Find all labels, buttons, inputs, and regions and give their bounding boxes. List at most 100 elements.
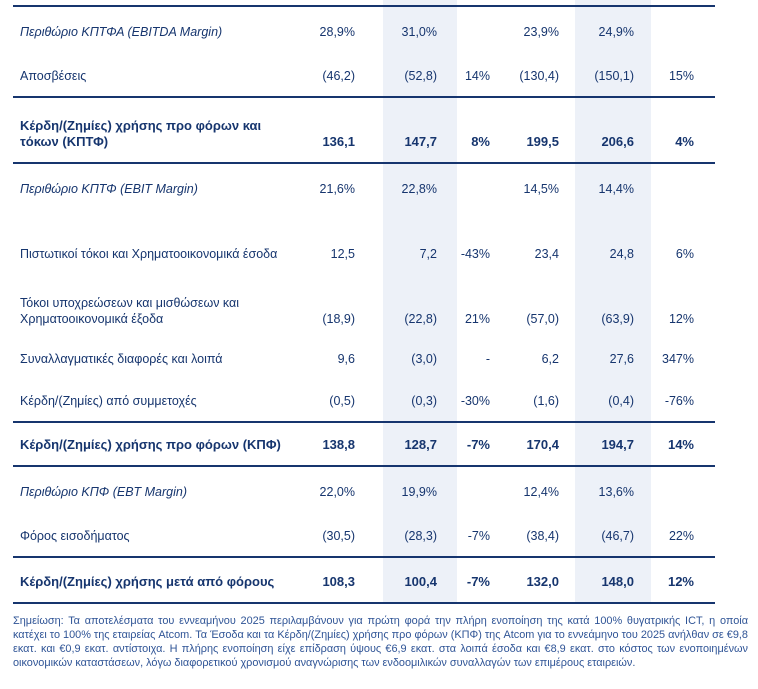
table-row: Κέρδη/(Ζημίες) χρήσης προ φόρων (ΚΠΦ) 138… <box>13 423 715 467</box>
table-row: Περιθώριο ΚΠΤΦΑ (EBITDA Margin) 28,9% 31,0… <box>13 7 715 52</box>
row-label: Κέρδη/(Ζημίες) χρήσης προ φόρων και τόκω… <box>20 118 262 149</box>
table-row: Πιστωτικοί τόκοι και Χρηματοοικονομικά έ… <box>13 209 715 274</box>
cell-value: 28,9% <box>319 25 355 39</box>
cell-value: 12% <box>667 574 694 589</box>
cell-value: 199,5 <box>526 134 559 149</box>
cell-value: 100,4 <box>383 558 457 602</box>
row-label: Κέρδη/(Ζημίες) από συμμετοχές <box>20 394 197 408</box>
cell-value: 9,6 <box>337 352 355 366</box>
table-row: Αποσβέσεις (46,2) (52,8) 14% (130,4) (150,1) 1… <box>13 52 715 98</box>
row-label: Περιθώριο ΚΠΤΦΑ (EBITDA Margin) <box>20 25 223 39</box>
cell-value: 22,8% <box>383 164 457 209</box>
cell-value: (130,4) <box>519 69 559 83</box>
cell-value: (38,4) <box>526 529 559 543</box>
cell-value <box>651 40 715 52</box>
cell-value: 19,9% <box>383 467 457 512</box>
cell-value: (22,8) <box>383 274 457 339</box>
cell-value: 23,9% <box>523 25 559 39</box>
cell-value: -7% <box>467 529 490 543</box>
cell-value: 12,5 <box>330 247 355 261</box>
cell-value: (28,3) <box>383 512 457 556</box>
row-label: Κέρδη/(Ζημίες) χρήσης προ φόρων (ΚΠΦ) <box>20 437 281 452</box>
row-label: Πιστωτικοί τόκοι και Χρηματοοικονομικά έ… <box>20 247 278 261</box>
cell-value: (0,5) <box>329 394 355 408</box>
cell-value <box>651 500 715 512</box>
cell-value: 13,6% <box>575 467 651 512</box>
table-row: Κέρδη/(Ζημίες) χρήσης μετά από φόρους 108… <box>13 558 715 604</box>
table-row: Περιθώριο ΚΠΦ (EBT Margin) 22,0% 19,9% 12,4… <box>13 467 715 512</box>
cell-value: 14,4% <box>575 164 651 209</box>
cell-value: (30,5) <box>322 529 355 543</box>
cell-value <box>457 500 498 512</box>
cell-value: (18,9) <box>322 312 355 326</box>
cell-value: 194,7 <box>575 423 651 465</box>
row-label: Κέρδη/(Ζημίες) χρήσης μετά από φόρους <box>20 574 275 589</box>
row-label: Συναλλαγματικές διαφορές και λοιπά <box>20 352 223 366</box>
cell-value <box>457 197 498 209</box>
cell-value: 22,0% <box>319 485 355 499</box>
cell-value: 148,0 <box>575 558 651 602</box>
financial-results-table: Περιθώριο ΚΠΤΦΑ (EBITDA Margin) 28,9% 31,0… <box>13 5 715 604</box>
cell-value: 14% <box>667 437 694 452</box>
cell-value: (46,7) <box>575 512 651 556</box>
cell-value: - <box>485 352 490 366</box>
cell-value: (3,0) <box>383 339 457 379</box>
column-highlight-band-9m-2025 <box>575 0 651 5</box>
cell-value: 136,1 <box>322 134 355 149</box>
cell-value: (46,2) <box>322 69 355 83</box>
cell-value: 14% <box>464 69 490 83</box>
cell-value: 128,7 <box>383 423 457 465</box>
footnote: Σημείωση: Τα αποτελέσματα του εννεαμήνου… <box>13 615 748 669</box>
row-label: Περιθώριο ΚΠΤΦ (EBIT Margin) <box>20 182 198 196</box>
cell-value: (52,8) <box>383 52 457 96</box>
table-row: Κέρδη/(Ζημίες) χρήσης προ φόρων και τόκω… <box>13 98 715 164</box>
table-row: Τόκοι υποχρεώσεων και μισθώσεων και Χρημ… <box>13 274 715 339</box>
cell-value: 8% <box>471 134 490 149</box>
cell-value: 132,0 <box>526 574 559 589</box>
cell-value: 15% <box>668 69 694 83</box>
table-row: Φόρος εισοδήματος (30,5) (28,3) -7% (38,4) (4… <box>13 512 715 558</box>
cell-value: 24,8 <box>575 209 651 274</box>
cell-value: 170,4 <box>526 437 559 452</box>
cell-value: (63,9) <box>575 274 651 339</box>
table-row: Συναλλαγματικές διαφορές και λοιπά 9,6 (3,… <box>13 339 715 379</box>
table-row: Περιθώριο ΚΠΤΦ (EBIT Margin) 21,6% 22,8% 14… <box>13 164 715 209</box>
cell-value: (0,3) <box>383 379 457 421</box>
cell-value: 27,6 <box>575 339 651 379</box>
cell-value: -7% <box>466 437 490 452</box>
cell-value: 6,2 <box>541 352 559 366</box>
cell-value: 12,4% <box>523 485 559 499</box>
cell-value: (1,6) <box>533 394 559 408</box>
cell-value: -7% <box>466 574 490 589</box>
cell-value: 7,2 <box>383 209 457 274</box>
cell-value: 147,7 <box>383 98 457 162</box>
cell-value: 23,4 <box>534 247 559 261</box>
cell-value: 21% <box>464 312 490 326</box>
cell-value: -76% <box>664 394 694 408</box>
cell-value: 31,0% <box>383 7 457 52</box>
cell-value: 12% <box>668 312 694 326</box>
cell-value: (57,0) <box>526 312 559 326</box>
cell-value <box>457 40 498 52</box>
row-label: Περιθώριο ΚΠΦ (EBT Margin) <box>20 485 188 499</box>
row-label: Αποσβέσεις <box>20 69 87 83</box>
cell-value: 4% <box>675 134 694 149</box>
cell-value: 14,5% <box>523 182 559 196</box>
cell-value: -30% <box>460 394 490 408</box>
cell-value: 138,8 <box>322 437 355 452</box>
row-label: Φόρος εισοδήματος <box>20 529 130 543</box>
cell-value: 108,3 <box>322 574 355 589</box>
cell-value: 22% <box>668 529 694 543</box>
row-label: Τόκοι υποχρεώσεων και μισθώσεων και Χρημ… <box>20 296 240 326</box>
cell-value: 347% <box>662 352 694 366</box>
column-highlight-band-q3-2025 <box>383 0 457 5</box>
cell-value: (150,1) <box>575 52 651 96</box>
cell-value <box>651 197 715 209</box>
table-row: Κέρδη/(Ζημίες) από συμμετοχές (0,5) (0,3) -… <box>13 379 715 423</box>
cell-value: 6% <box>675 247 694 261</box>
cell-value: 24,9% <box>575 7 651 52</box>
cell-value: -43% <box>460 247 490 261</box>
cell-value: (0,4) <box>575 379 651 421</box>
cell-value: 21,6% <box>319 182 355 196</box>
